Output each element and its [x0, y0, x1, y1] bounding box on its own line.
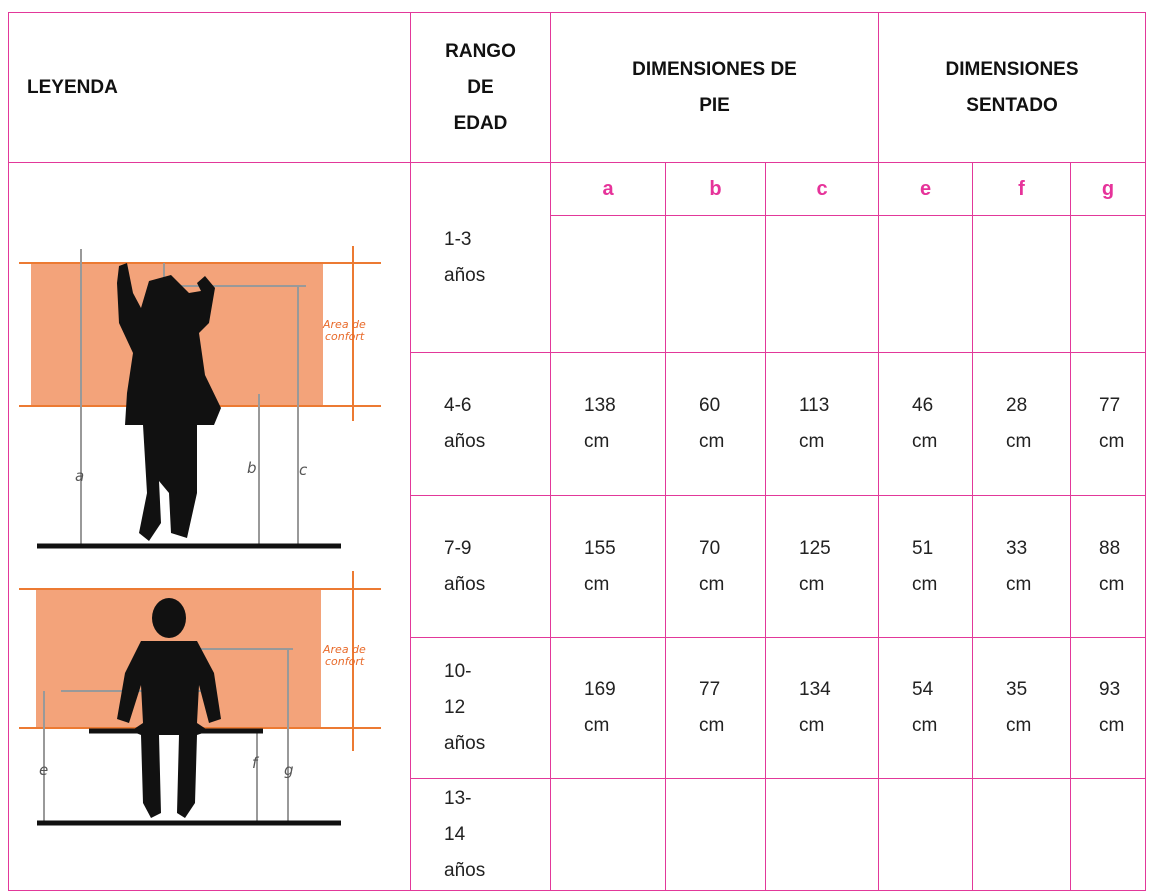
standing-diagram: a b c Area de confort	[19, 246, 381, 549]
age-cell: 4-6 años	[410, 352, 551, 496]
value-cell: 54 cm	[878, 637, 974, 779]
table-row: 7-9 años 155 cm 70 cm 125 cm 51 cm 33 cm 88 cm	[9, 495, 1147, 638]
header-text: RANGO DE EDAD	[445, 40, 516, 134]
header-cell: RANGO DE EDAD	[410, 12, 551, 163]
value-cell	[972, 778, 1072, 891]
value-cell	[878, 778, 974, 891]
subheader-cell: c	[764, 162, 880, 216]
value-text: 138 cm	[584, 395, 616, 452]
dimensions-table: LEYENDA RANGO DE EDAD DIMENSIONES DE PIE…	[8, 12, 1147, 891]
value-text: 134 cm	[799, 679, 831, 736]
figure-note: confort	[325, 655, 365, 668]
value-cell	[764, 215, 880, 353]
seated-diagram: e f g Area de confort	[19, 571, 381, 826]
header-cell: DIMENSIONES SENTADO	[878, 12, 1147, 163]
value-cell	[665, 778, 766, 891]
value-text: 35 cm	[1006, 679, 1032, 736]
value-cell: 113 cm	[764, 352, 880, 496]
value-text: 169 cm	[584, 679, 616, 736]
value-cell: 60 cm	[665, 352, 766, 496]
age-cell: 1-3 años	[410, 162, 551, 353]
value-text: 70 cm	[699, 537, 725, 595]
value-cell	[665, 215, 766, 353]
legend-figure: a b c Area de confort e f g Area de conf…	[19, 246, 381, 826]
value-text: 28 cm	[1006, 395, 1032, 452]
figure-note: Area de	[322, 318, 366, 331]
value-cell	[764, 778, 880, 891]
subheader-cell: g	[1070, 162, 1147, 216]
value-cell: 125 cm	[764, 495, 880, 638]
value-text: 60 cm	[699, 395, 725, 452]
figure-note: Area de	[322, 643, 366, 656]
value-text: 113 cm	[799, 395, 830, 452]
legend-cell: a b c Area de confort e f g Area de conf…	[8, 162, 411, 891]
value-text: 33 cm	[1006, 537, 1032, 595]
value-cell: 169 cm	[550, 637, 666, 779]
age-cell: 7-9 años	[410, 495, 551, 638]
value-text: 88 cm	[1099, 537, 1125, 595]
figure-label: e	[39, 761, 48, 779]
figure-label: c	[299, 461, 308, 479]
figure-label: g	[284, 761, 294, 779]
value-cell	[550, 215, 666, 353]
age-text: 7-9 años	[444, 537, 486, 595]
header-cell: LEYENDA	[8, 12, 411, 163]
value-text: 155 cm	[584, 537, 616, 595]
value-cell	[550, 778, 666, 891]
value-cell: 28 cm	[972, 352, 1072, 496]
value-text: 46 cm	[912, 395, 938, 452]
value-cell	[1070, 215, 1147, 353]
subheader-cell: f	[972, 162, 1072, 216]
figure-label: a	[75, 467, 84, 485]
figure-note: confort	[325, 330, 365, 343]
age-cell: 10-12 años	[410, 637, 551, 779]
value-text: 54 cm	[912, 679, 938, 736]
figure-label: f	[252, 754, 260, 772]
header-cell: DIMENSIONES DE PIE	[549, 12, 880, 163]
value-cell: 77 cm	[665, 637, 766, 779]
subheader-cell: a	[550, 162, 666, 216]
value-cell	[1070, 778, 1147, 891]
value-cell: 93 cm	[1070, 637, 1147, 779]
header-text: DIMENSIONES DE PIE	[632, 58, 797, 116]
value-cell: 35 cm	[972, 637, 1072, 779]
table-row: 4-6 años 138 cm 60 cm 113 cm 46 cm 28 cm 77 cm	[9, 352, 1147, 496]
value-cell: 33 cm	[972, 495, 1072, 638]
value-text: 51 cm	[912, 537, 938, 595]
subheader-cell: e	[878, 162, 974, 216]
value-cell: 138 cm	[550, 352, 666, 496]
table-row: 10-12 años 169 cm 77 cm 134 cm 54 cm 35 cm 93 …	[9, 637, 1147, 779]
value-text: 77 cm	[699, 679, 725, 736]
header-text: DIMENSIONES SENTADO	[945, 58, 1079, 116]
value-text: 77 cm	[1099, 395, 1125, 452]
value-cell: 88 cm	[1070, 495, 1147, 638]
value-cell	[878, 215, 974, 353]
value-cell: 155 cm	[550, 495, 666, 638]
age-cell: 13-14 años	[410, 778, 551, 891]
age-text: 4-6 años	[444, 395, 486, 452]
value-cell: 46 cm	[878, 352, 974, 496]
age-text: 10-12 años	[444, 661, 486, 754]
age-text: 1-3 años	[444, 228, 486, 286]
value-cell: 134 cm	[764, 637, 880, 779]
value-cell	[972, 215, 1072, 353]
value-cell: 51 cm	[878, 495, 974, 638]
table-row: 13-14 años	[9, 778, 1147, 891]
value-text: 93 cm	[1099, 679, 1125, 736]
value-text: 125 cm	[799, 537, 831, 595]
value-cell: 70 cm	[665, 495, 766, 638]
subheader-cell: b	[665, 162, 766, 216]
age-text: 13-14 años	[444, 787, 486, 881]
figure-label: b	[247, 459, 257, 477]
value-cell: 77 cm	[1070, 352, 1147, 496]
